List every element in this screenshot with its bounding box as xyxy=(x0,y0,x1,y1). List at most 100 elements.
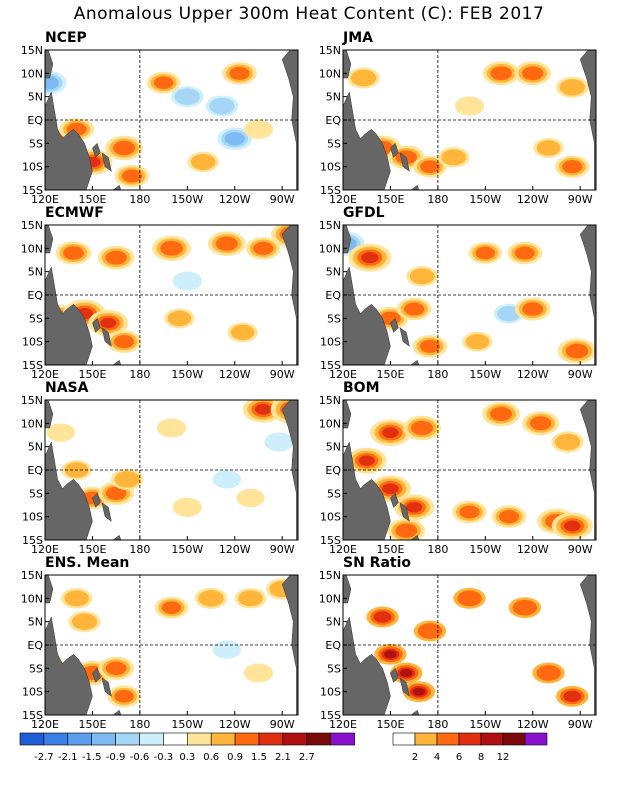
y-tick-label: 15N xyxy=(319,219,341,232)
anomaly-contour xyxy=(253,241,274,255)
anomaly-contour xyxy=(562,160,583,174)
x-tick-label: 180 xyxy=(427,368,448,381)
colorbar-label: -0.9 xyxy=(106,752,126,763)
anomaly-contour xyxy=(212,640,241,659)
y-tick-label: 15N xyxy=(319,569,341,582)
x-tick-label: 150E xyxy=(78,718,106,731)
x-tick-label: 120E xyxy=(329,718,357,731)
y-tick-label: 5S xyxy=(327,312,341,325)
y-tick-label: 10S xyxy=(22,161,43,174)
anomaly-contour xyxy=(230,324,255,341)
land-mass xyxy=(45,441,93,540)
x-tick-label: 150E xyxy=(376,718,404,731)
anomaly-contour xyxy=(105,250,127,265)
anomaly-contour xyxy=(412,687,426,696)
anomaly-contour xyxy=(156,418,187,438)
colorbar-swatch xyxy=(524,732,548,746)
anomaly-contour xyxy=(373,611,392,623)
colorbar-swatch xyxy=(330,732,355,746)
panel-ncep: NCEP 120E 150E 180 150W 120W 90W 15N 10N 5N EQ 5S 10… xyxy=(12,30,312,215)
anomaly-contour xyxy=(224,132,245,146)
anomaly-contour xyxy=(395,523,418,538)
colorbar-label: 1.5 xyxy=(251,752,267,763)
colorbar-swatch xyxy=(210,732,236,746)
land-mass xyxy=(92,142,101,158)
land-mass xyxy=(112,534,122,540)
anomaly-contour xyxy=(441,149,466,166)
y-tick-label: 10S xyxy=(320,511,341,524)
land-mass xyxy=(410,184,420,190)
x-tick-label: 180 xyxy=(129,718,150,731)
land-mass xyxy=(390,142,399,158)
anomaly-contour xyxy=(236,488,265,508)
anomaly-contour xyxy=(64,590,89,607)
x-tick-label: 150E xyxy=(376,193,404,206)
anomaly-contour xyxy=(114,471,140,488)
land-mass xyxy=(390,317,399,333)
land-mass xyxy=(45,50,54,79)
y-tick-label: EQ xyxy=(27,639,43,652)
colorbar-swatch xyxy=(282,732,308,746)
y-tick-label: 5S xyxy=(29,312,43,325)
colorbar-swatch xyxy=(139,732,164,746)
panel-title: ECMWF xyxy=(45,205,104,221)
y-tick-label: 10N xyxy=(319,417,341,430)
colorbar-swatch xyxy=(187,732,212,746)
x-tick-label: 90W xyxy=(568,718,593,731)
y-tick-label: 5N xyxy=(28,616,43,629)
y-tick-label: 15S xyxy=(22,359,43,372)
land-mass xyxy=(410,534,420,540)
land-mass xyxy=(281,575,298,715)
y-tick-label: 5S xyxy=(29,137,43,150)
colorbar-swatch xyxy=(392,732,416,746)
x-tick-label: 90W xyxy=(270,543,295,556)
colorbar-label: 2.7 xyxy=(299,752,315,763)
anomaly-contour xyxy=(160,240,183,256)
heatmap-plot: 120E 150E 180 150W 120W 90W 15N 10N 5N EQ 5S 10S 15S xyxy=(319,394,597,556)
y-tick-label: EQ xyxy=(325,114,341,127)
anomaly-contour xyxy=(490,66,512,81)
y-tick-label: 10N xyxy=(319,67,341,80)
anomaly-contour xyxy=(512,599,538,616)
y-tick-label: 10N xyxy=(319,242,341,255)
panel-sn-ratio: SN Ratio 120E 150E 180 150W 120W 90W 15N 10N 5N EQ… xyxy=(310,555,610,740)
colorbar-swatch xyxy=(91,732,116,746)
x-tick-label: 180 xyxy=(129,368,150,381)
anomaly-contour xyxy=(475,246,496,260)
panel-ens-mean: ENS. Mean 120E 150E 180 150W 120W 90W 15N 10N 5N E… xyxy=(12,555,312,740)
anomaly-contour xyxy=(404,302,425,316)
land-mass xyxy=(390,667,399,683)
land-mass xyxy=(410,359,420,365)
heatmap-plot: 120E 150E 180 150W 120W 90W 15N 10N 5N EQ 5S 10S 15S xyxy=(319,219,597,381)
y-tick-label: EQ xyxy=(27,464,43,477)
anomaly-contour xyxy=(384,650,397,659)
panel-title: SN Ratio xyxy=(343,555,412,571)
anomaly-contour xyxy=(498,510,520,524)
colorbar-label: -2.1 xyxy=(58,752,78,763)
land-mass xyxy=(45,91,93,190)
anomaly-contour xyxy=(554,433,581,451)
anomaly-contour xyxy=(113,140,136,156)
y-tick-label: EQ xyxy=(325,289,341,302)
colorbar-swatch xyxy=(502,732,526,746)
anomaly-contour xyxy=(454,96,485,116)
anomaly-contour xyxy=(190,154,216,170)
y-tick-label: 5N xyxy=(326,266,341,279)
panel-bom: BOM 120E 150E 180 150W 120W 90W 15N 10N 5N EQ 5S 10S… xyxy=(310,380,610,565)
y-tick-label: 10S xyxy=(320,336,341,349)
anomaly-contour xyxy=(565,343,589,359)
anomaly-contour xyxy=(564,520,581,532)
main-title: Anomalous Upper 300m Heat Content (C): F… xyxy=(73,4,545,24)
y-tick-label: 5N xyxy=(326,441,341,454)
panel-title: NASA xyxy=(45,380,89,396)
panel-title: ENS. Mean xyxy=(45,555,130,571)
x-tick-label: 150E xyxy=(78,543,106,556)
anomaly-contour xyxy=(229,66,250,80)
colorbar-label: 12 xyxy=(497,752,510,763)
land-mass xyxy=(92,667,101,683)
anomaly-contour xyxy=(215,236,238,251)
y-tick-label: 5N xyxy=(28,441,43,454)
anomaly-contour xyxy=(529,416,552,431)
panel-gfdl: GFDL 120E 150E 180 150W 120W 90W 15N 10N 5N EQ 5S 10… xyxy=(310,205,610,390)
anomaly-contour xyxy=(100,317,117,329)
